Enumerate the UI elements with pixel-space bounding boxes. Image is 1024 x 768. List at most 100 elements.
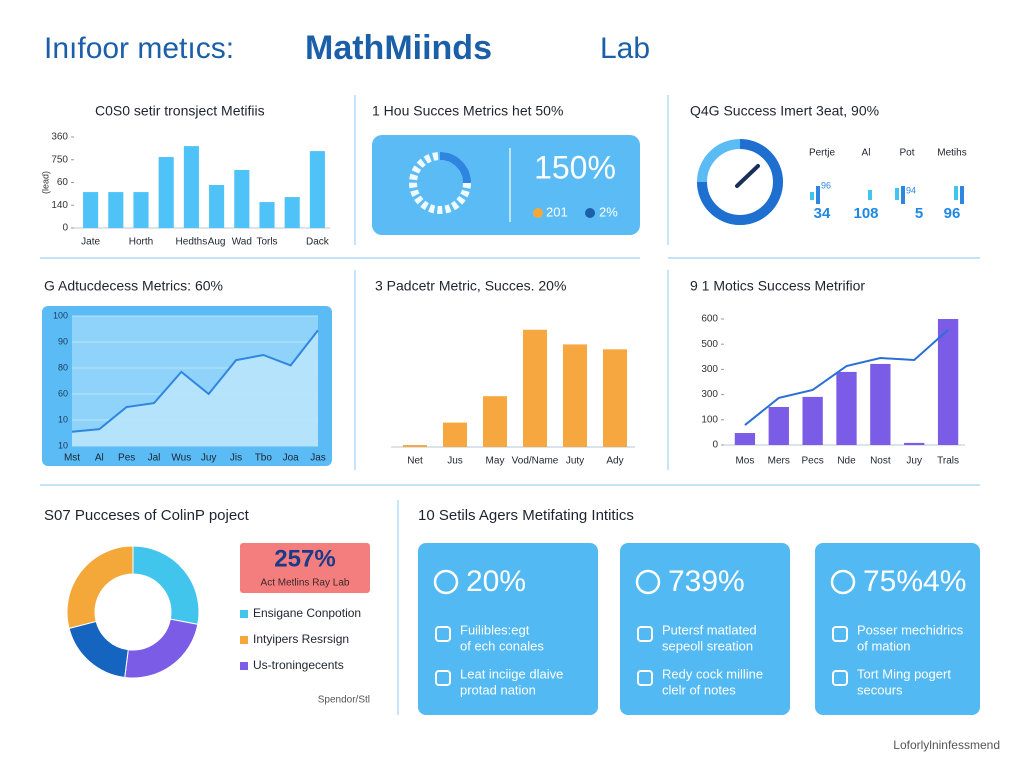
x-tick-label: Jus <box>447 456 463 467</box>
mini-icon <box>954 186 958 200</box>
gauge-arc <box>697 139 783 225</box>
x-tick-label: Hedths <box>176 237 208 248</box>
card-text: Putersf matlated <box>662 622 757 637</box>
area <box>72 330 318 446</box>
item-value: 96 <box>944 205 961 222</box>
item-value: 34 <box>814 205 831 222</box>
mini-icon <box>901 186 905 204</box>
x-tick-label: Juy <box>906 456 922 467</box>
x-tick-label: Tbo <box>255 453 273 464</box>
x-tick-label: Trals <box>937 456 959 467</box>
bar <box>234 169 250 228</box>
bar <box>937 319 959 445</box>
bar <box>603 349 627 447</box>
item-label: Al <box>862 148 871 159</box>
metric-card <box>418 543 598 715</box>
bar <box>183 146 199 228</box>
item-icon <box>637 626 653 642</box>
x-tick-label: Torls <box>256 237 277 248</box>
x-tick-label: Mos <box>735 456 754 467</box>
x-tick-label: Net <box>407 456 423 467</box>
bar <box>108 192 124 228</box>
chart-title: C0S0 setir tronsject Metifiis <box>95 103 265 119</box>
card-text: Redy cock milline <box>662 666 763 681</box>
mini-icon <box>868 190 872 200</box>
bar <box>309 151 325 228</box>
bar <box>83 192 99 228</box>
callout-value: 257% <box>274 545 335 572</box>
item-icon <box>832 670 848 686</box>
y-tick-label: 90 <box>58 336 68 346</box>
x-tick-label: Joa <box>283 453 300 464</box>
mini-icon <box>895 188 899 200</box>
legend-swatch <box>240 636 248 644</box>
chart-title: G Adtucdecess Metrics: 60% <box>44 278 223 294</box>
bar <box>158 157 174 228</box>
item-value: 108 <box>853 205 878 222</box>
x-tick-label: Pecs <box>802 456 824 467</box>
line <box>71 329 319 433</box>
y-tick-label: 10 <box>58 440 68 450</box>
legend-label: Ensigane Conpotion <box>253 606 361 620</box>
y-tick-label: 10 <box>58 414 68 424</box>
section-title: 10 Setils Agers Metifating Intitics <box>418 507 634 524</box>
panel-title: 1 Hou Succes Metrics het 50% <box>372 103 563 119</box>
card-text: Leat inciige dlaive <box>460 666 563 681</box>
y-tick-label: 750 <box>51 154 68 165</box>
x-tick-label: Jal <box>148 453 161 464</box>
item-small: 96 <box>821 180 831 190</box>
x-tick-label: Wus <box>171 453 191 464</box>
x-tick-label: Nde <box>837 456 856 467</box>
y-tick-label: 80 <box>58 362 68 372</box>
y-tick-label: 360 <box>51 132 68 143</box>
item-small: 94 <box>906 185 916 195</box>
x-tick-label: Mers <box>768 456 790 467</box>
note: Spendor/Stl <box>318 695 370 706</box>
bar <box>870 363 891 445</box>
item-icon <box>637 670 653 686</box>
legend-label: Us-troningecents <box>253 658 344 672</box>
x-tick-label: Wad <box>232 237 252 248</box>
card-icon <box>830 569 856 595</box>
legend-swatch <box>240 610 248 618</box>
ring-accent <box>439 152 471 184</box>
metric-card <box>620 543 790 715</box>
x-tick-label: Jate <box>81 237 100 248</box>
card-text: Posser mechidrics <box>857 622 964 637</box>
item-label: Metihs <box>937 148 966 159</box>
card-text: sepeoll sreation <box>662 638 753 653</box>
footer: Loforlylninfessmend <box>893 738 1000 752</box>
x-tick-label: Al <box>95 453 104 464</box>
bar <box>443 422 467 447</box>
card-value: 75%4% <box>863 565 966 598</box>
y-tick-label: 500 <box>701 339 718 350</box>
card-text: Tort Ming pogert <box>857 666 951 681</box>
card-text: of mation <box>857 638 910 653</box>
legend-label: Intyipers Resrsign <box>253 632 349 646</box>
card-icon <box>433 569 459 595</box>
bar <box>802 396 823 445</box>
x-tick-label: Nost <box>870 456 891 467</box>
legend-label: 201 <box>546 204 568 219</box>
bar <box>523 329 547 447</box>
chart-title: S07 Pucceses of ColinP poject <box>44 507 250 524</box>
chart-title: 9 1 Motics Success Metrifior <box>690 278 865 294</box>
x-tick-label: May <box>486 456 505 467</box>
bar <box>209 185 225 228</box>
bar <box>284 197 300 228</box>
y-tick-label: 100 <box>701 414 718 425</box>
x-tick-label: Jis <box>230 453 242 464</box>
x-tick-label: Jas <box>310 453 326 464</box>
bar <box>836 371 857 445</box>
card-text: of ech conales <box>460 638 544 653</box>
card-text: clelr of notes <box>662 682 736 697</box>
bar <box>259 202 275 228</box>
y-tick-label: 60 <box>58 388 68 398</box>
card-text: secours <box>857 682 903 697</box>
x-tick-label: Pes <box>118 453 135 464</box>
gauge-needle <box>735 164 760 188</box>
legend-dot <box>585 208 595 218</box>
item-label: Pot <box>899 148 914 159</box>
panel-title: Q4G Success Imert 3eat, 90% <box>690 103 879 119</box>
